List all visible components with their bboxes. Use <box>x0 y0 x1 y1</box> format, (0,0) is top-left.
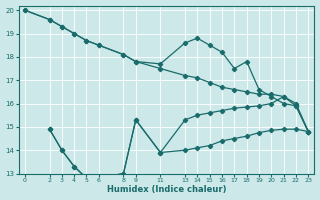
X-axis label: Humidex (Indice chaleur): Humidex (Indice chaleur) <box>107 185 226 194</box>
